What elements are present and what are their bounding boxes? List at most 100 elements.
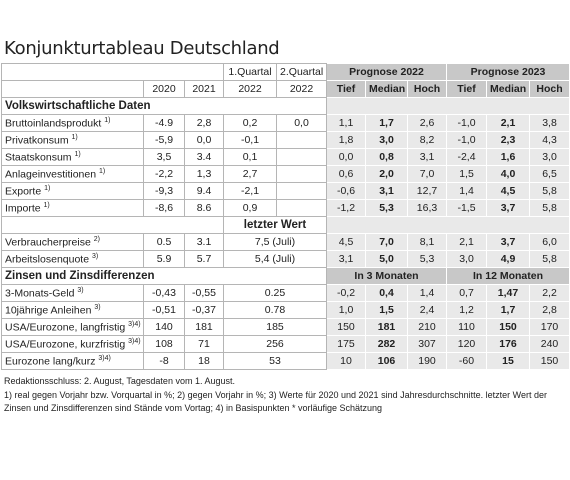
row: USA/Eurozone, kurzfristig 3)4) 108 71 256 17…	[1, 335, 570, 353]
label: 10jährige Anleihen	[5, 304, 92, 317]
row-label: Staatskonsum 1)	[1, 148, 144, 166]
row: Arbeitslosenquote 3) 5.9 5.7 5,4 (Juli) 3,1 5…	[1, 250, 570, 268]
value: 0,7	[446, 284, 488, 302]
title: Konjunkturtableau Deutschland	[4, 38, 280, 59]
footnote-ref: 1)	[99, 167, 106, 175]
label: Anlageinvestitionen	[5, 168, 97, 181]
footnote-ref: 1)	[44, 184, 51, 192]
label: Eurozone lang/kurz	[5, 355, 96, 368]
value: 181	[183, 318, 225, 336]
value: 0.78	[223, 301, 328, 319]
footnote-ref: 3)4)	[98, 354, 111, 362]
label: 3-Monats-Geld	[5, 287, 75, 300]
row: Zinsen und Zinsdifferenzen In 3 Monaten In…	[0, 267, 570, 285]
value: 0,9	[223, 199, 278, 217]
column-header: Tief	[326, 80, 367, 98]
horizon-header: In 3 Monaten	[326, 267, 448, 285]
row: Bruttoinlandsprodukt 1) -4.9 2,8 0,2 0,0 1,1 1…	[1, 114, 570, 132]
value: 2,6	[407, 114, 448, 132]
value: 8,2	[407, 131, 448, 149]
value: 3,1	[407, 148, 448, 166]
value: 0,0	[183, 131, 225, 149]
row: letzter Wert	[0, 216, 570, 234]
value: 210	[407, 318, 448, 336]
row: Anlageinvestitionen 1) -2,2 1,3 2,7 0,6 2,0 7,…	[1, 165, 570, 183]
forecast-header: Prognose 2023	[446, 63, 570, 81]
value: -9,3	[143, 182, 185, 200]
value: 1,5	[365, 301, 409, 319]
value: 4,0	[486, 165, 531, 183]
row-label: 3-Monats-Geld 3)	[1, 284, 144, 302]
row: 3-Monats-Geld 3) -0,43 -0,55 0.25 -0,2 0,4 1,4…	[1, 284, 570, 302]
value: 150	[326, 318, 367, 336]
row: Importe 1) -8,6 8.6 0,9 -1,2 5,3 16,3 -1,5 3,7 5,…	[1, 199, 570, 217]
value: 3,7	[486, 199, 531, 217]
value: 1,7	[486, 301, 531, 319]
column-header: Median	[365, 80, 409, 98]
value: 2,1	[486, 114, 531, 132]
value: 307	[407, 335, 448, 353]
column-header: Hoch	[529, 80, 570, 98]
value: 6,5	[529, 165, 570, 183]
value: 7,5 (Juli)	[223, 233, 328, 251]
value: -8	[143, 352, 185, 370]
row: 2020 2021 2022 2022 Tief Median Hoch Tief Median…	[1, 80, 570, 98]
label: Exporte	[5, 185, 42, 198]
value: 110	[446, 318, 488, 336]
value: 1,47	[486, 284, 531, 302]
value: -1,0	[446, 114, 488, 132]
label: Importe	[5, 202, 41, 215]
value: -0,1	[223, 131, 278, 149]
value: 2,8	[183, 114, 225, 132]
value: -0,55	[183, 284, 225, 302]
value: 5.7	[183, 250, 225, 268]
blank	[326, 216, 570, 234]
column-header: 2022	[223, 80, 278, 98]
row: Eurozone lang/kurz 3)4) -8 18 53 10 106 190 -60…	[1, 352, 570, 370]
row: Volkswirtschaftliche Daten	[0, 97, 570, 115]
quarter-header: 1.Quartal	[223, 63, 278, 81]
value: 5,8	[529, 250, 570, 268]
value: 3,8	[529, 114, 570, 132]
value: 53	[223, 352, 328, 370]
value: 190	[407, 352, 448, 370]
value: 1,6	[486, 148, 531, 166]
footnote-ref: 1)	[74, 150, 81, 158]
value: 15	[486, 352, 531, 370]
value: 3,0	[365, 131, 409, 149]
column-header: Hoch	[407, 80, 448, 98]
value: 1,1	[326, 114, 367, 132]
value: 282	[365, 335, 409, 353]
value: 1,7	[365, 114, 409, 132]
value: -2,2	[143, 165, 185, 183]
value: 71	[183, 335, 225, 353]
value: 6,0	[529, 233, 570, 251]
value: 2,4	[407, 301, 448, 319]
row-label: Verbraucherpreise 2)	[1, 233, 144, 251]
row: 1.Quartal 2.Quartal Prognose 2022 Prognose …	[0, 63, 570, 81]
value: 2,1	[446, 233, 488, 251]
footnote-ref: 1)	[43, 201, 50, 209]
column-header: 2020	[143, 80, 185, 98]
value: 4,5	[486, 182, 531, 200]
value	[276, 182, 328, 200]
value: 120	[446, 335, 488, 353]
value: 2,3	[486, 131, 531, 149]
section-title: Volkswirtschaftliche Daten	[0, 97, 328, 115]
value: 0,6	[326, 165, 367, 183]
value: -0,2	[326, 284, 367, 302]
row-label: USA/Eurozone, kurzfristig 3)4)	[1, 335, 144, 353]
value: 2,0	[365, 165, 409, 183]
row-label: Arbeitslosenquote 3)	[1, 250, 144, 268]
value: 5,8	[529, 199, 570, 217]
footnote-ref: 3)4)	[128, 337, 141, 345]
row-label: Importe 1)	[1, 199, 144, 217]
value: 256	[223, 335, 328, 353]
label: Privatkonsum	[5, 134, 69, 147]
value: 0,8	[365, 148, 409, 166]
value: 2,8	[529, 301, 570, 319]
value: -2,1	[223, 182, 278, 200]
value: 108	[143, 335, 185, 353]
value: 2,2	[529, 284, 570, 302]
value: 18	[183, 352, 225, 370]
